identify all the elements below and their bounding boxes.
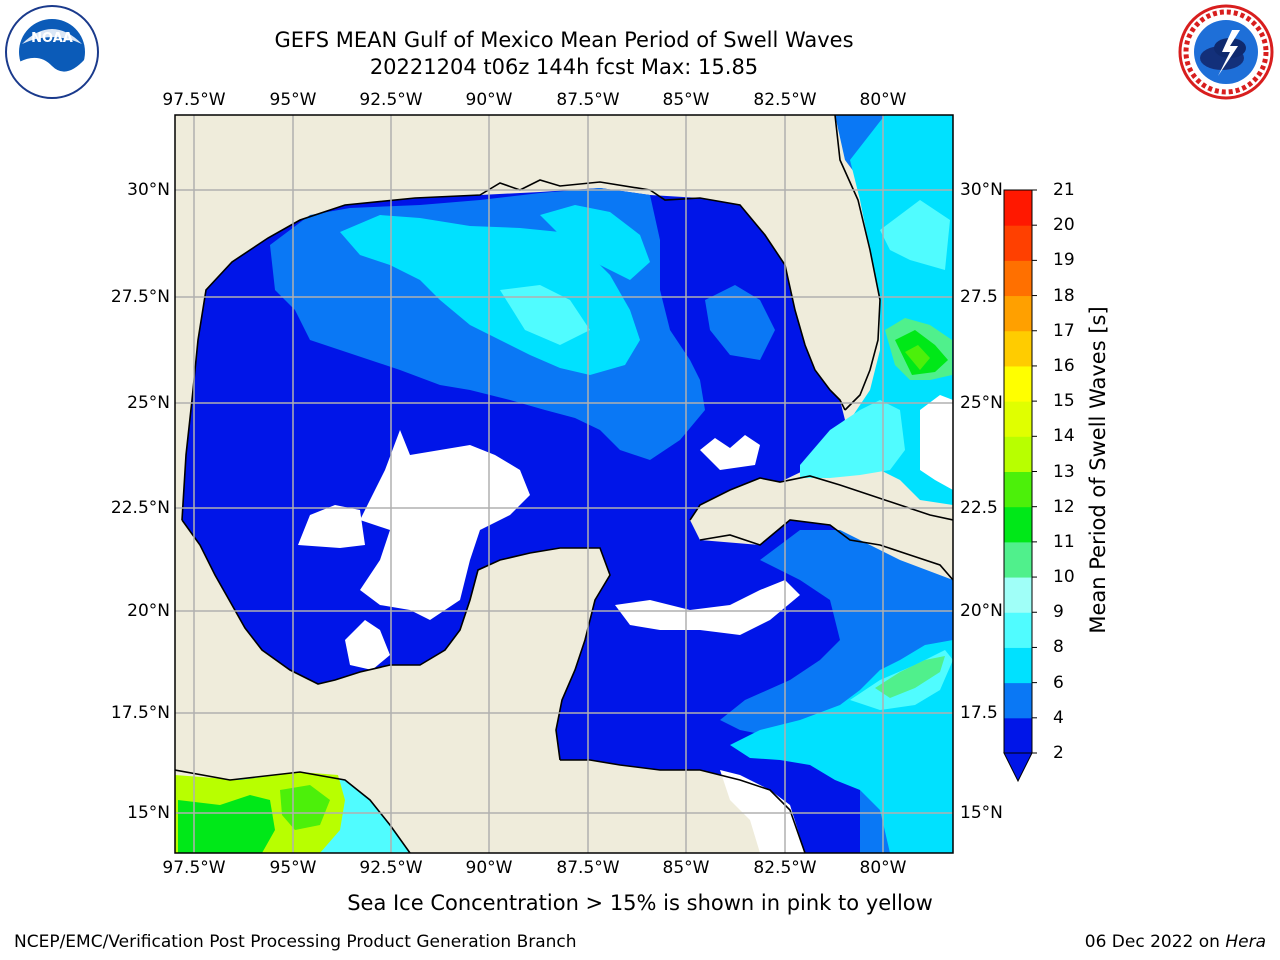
lat-label-right: 15°N — [960, 803, 1003, 823]
nodata-cuba-north — [700, 435, 760, 470]
colorbar-tick-label: 2 — [1053, 743, 1064, 763]
lon-label-top: 97.5°W — [162, 90, 226, 110]
pacific-field-11s — [178, 795, 275, 853]
lat-label-left: 22.5°N — [110, 498, 170, 518]
nodata-yucatan-channel — [615, 580, 800, 635]
lon-label-bottom: 87.5°W — [556, 858, 620, 878]
lon-label-top: 87.5°W — [556, 90, 620, 110]
colorbar-segment — [1004, 190, 1032, 226]
colorbar-tick-label: 21 — [1053, 180, 1075, 200]
footer-date: 06 Dec 2022 on Hera — [1085, 932, 1266, 952]
noaa-logo-text: NOAA — [31, 31, 73, 46]
colorbar-tick-label: 12 — [1053, 496, 1075, 517]
colorbar-tick-label: 15 — [1053, 391, 1075, 412]
lon-label-bottom: 80°W — [859, 858, 907, 878]
lon-label-top: 92.5°W — [359, 90, 423, 110]
colorbar-tick-label: 19 — [1053, 250, 1075, 271]
colorbar-segment — [1004, 260, 1032, 297]
colorbar-segment — [1004, 471, 1032, 508]
chart-subtitle: 20221204 t06z 144h fcst Max: 15.85 — [369, 55, 759, 79]
lat-label-right: 27.5 — [960, 287, 998, 307]
nodata-bahamas — [920, 395, 953, 490]
lon-label-bottom: 92.5°W — [359, 858, 423, 878]
lon-label-top: 82.5°W — [753, 90, 817, 110]
lat-label-right: 17.5 — [960, 703, 998, 723]
colorbar-tick-label: 17 — [1053, 320, 1075, 341]
lat-label-left: 30°N — [127, 180, 170, 200]
colorbar-tick-label: 4 — [1053, 707, 1064, 728]
lat-label-left: 20°N — [127, 601, 170, 621]
nodata-gulf-central — [360, 430, 530, 620]
noaa-logo: NOAA — [5, 5, 99, 99]
colorbar-segment — [1004, 506, 1032, 543]
colorbar-title: Mean Period of Swell Waves [s] — [1086, 306, 1110, 634]
map-field — [175, 115, 953, 853]
caribbean-field-10s — [875, 656, 945, 698]
lat-label-right: 20°N — [960, 601, 1003, 621]
colorbar-tick-label: 14 — [1053, 426, 1075, 447]
lon-label-top: 90°W — [465, 90, 513, 110]
lat-label-left: 27.5°N — [110, 287, 170, 307]
colorbar-tick-label: 20 — [1053, 215, 1075, 236]
nodata-honduras-gulf — [720, 770, 805, 853]
lat-label-right: 25°N — [960, 393, 1003, 413]
gulf-field-4s-east — [705, 285, 775, 360]
colorbar-segment — [1004, 541, 1032, 578]
colorbar-segment — [1004, 295, 1032, 332]
gulf-field-6s-b — [540, 205, 650, 280]
straits-field-6s — [800, 400, 905, 478]
nodata-gulf-south — [345, 620, 390, 670]
colorbar-segment — [1004, 612, 1032, 648]
footer-credit: NCEP/EMC/Verification Post Processing Pr… — [14, 932, 577, 952]
nws-logo — [1178, 4, 1274, 100]
lon-label-top: 85°W — [662, 90, 710, 110]
lon-label-bottom: 95°W — [269, 858, 317, 878]
colorbar-segment — [1004, 647, 1032, 684]
lat-label-left: 15°N — [127, 803, 170, 823]
lon-label-bottom: 90°W — [465, 858, 513, 878]
colorbar-extend-arrow — [1003, 752, 1033, 783]
atlantic-field-8s — [880, 200, 950, 270]
atlantic-field-12s — [905, 345, 930, 370]
nodata-gulf-west — [298, 505, 365, 548]
map-frame — [174, 114, 954, 854]
colorbar-tick-label: 9 — [1053, 602, 1064, 623]
colorbar-tick-label: 6 — [1053, 672, 1064, 693]
colorbar-segment — [1004, 682, 1032, 719]
colorbar — [1003, 189, 1037, 783]
colorbar-segment — [1004, 436, 1032, 472]
colorbar-tick-label: 13 — [1053, 461, 1075, 482]
lon-label-bottom: 82.5°W — [753, 858, 817, 878]
lon-label-bottom: 97.5°W — [162, 858, 226, 878]
lon-label-top: 80°W — [859, 90, 907, 110]
lat-label-left: 25°N — [127, 393, 170, 413]
lat-label-left: 17.5°N — [110, 703, 170, 723]
lat-label-right: 30°N — [960, 180, 1003, 200]
colorbar-tick-label: 8 — [1053, 637, 1064, 658]
lat-label-right: 22.5 — [960, 498, 998, 518]
colorbar-segment — [1004, 401, 1032, 437]
colorbar-tick-label: 16 — [1053, 355, 1075, 376]
footer-date-text: 06 Dec 2022 on — [1084, 932, 1220, 952]
colorbar-segment — [1004, 330, 1032, 367]
map-caption: Sea Ice Concentration > 15% is shown in … — [347, 891, 933, 915]
gridlines — [175, 115, 953, 853]
colorbar-segment — [1004, 365, 1032, 402]
colorbar-tick-label: 11 — [1053, 531, 1075, 552]
colorbar-tick-label: 10 — [1053, 567, 1075, 588]
lon-label-bottom: 85°W — [662, 858, 710, 878]
footer-machine: Hera — [1225, 932, 1266, 952]
colorbar-tick-label: 18 — [1053, 285, 1075, 306]
lon-label-top: 95°W — [269, 90, 317, 110]
gulf-field-8s — [500, 285, 590, 345]
chart-title: GEFS MEAN Gulf of Mexico Mean Period of … — [274, 28, 854, 52]
colorbar-segment — [1004, 577, 1032, 613]
colorbar-segment — [1004, 717, 1032, 754]
colorbar-segment — [1004, 225, 1032, 261]
